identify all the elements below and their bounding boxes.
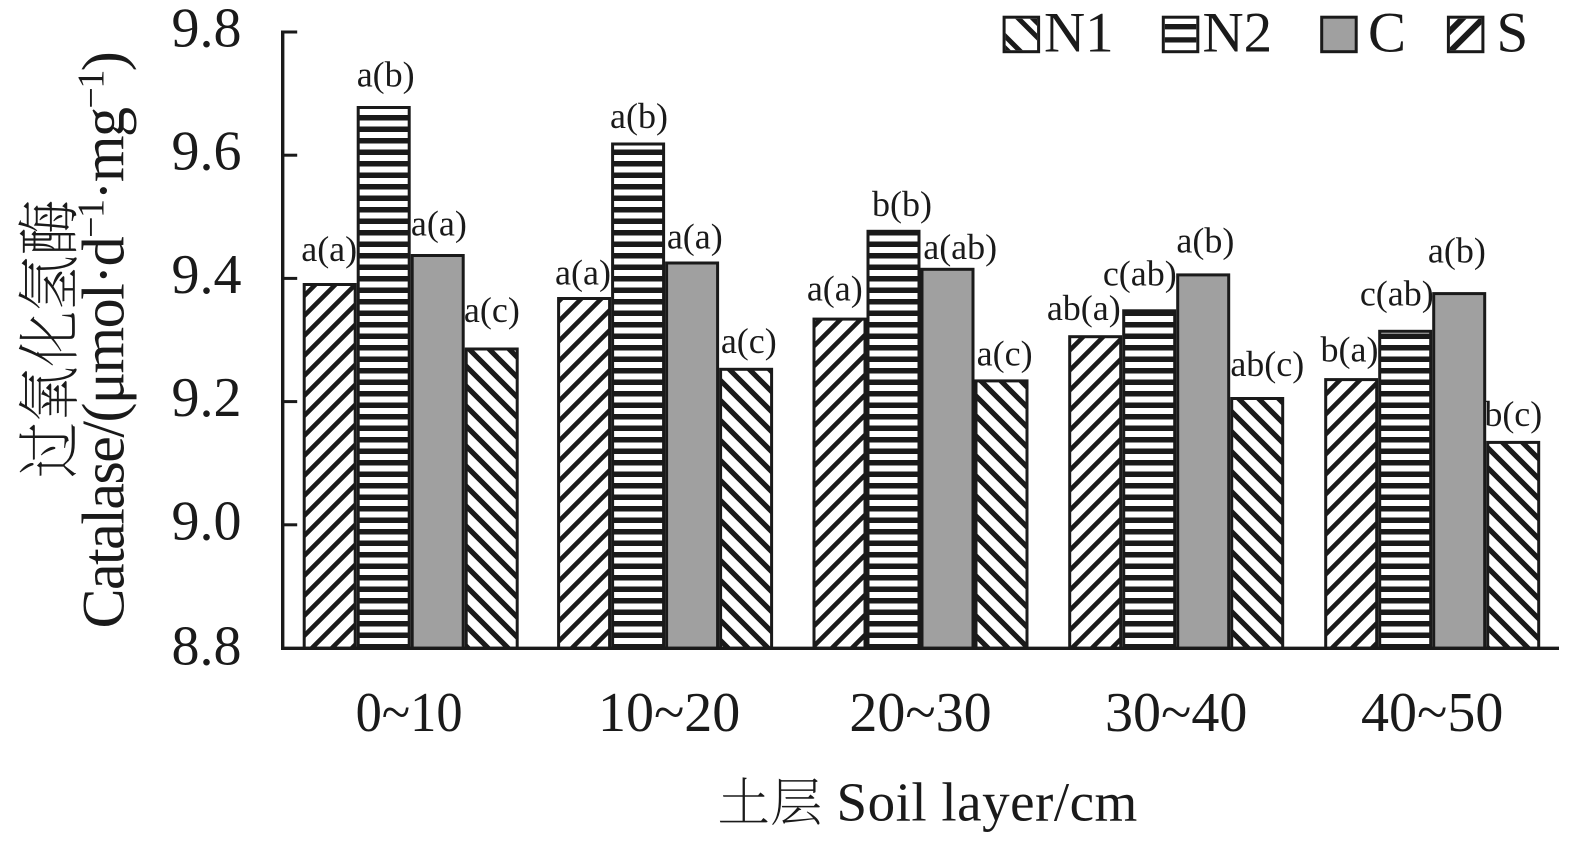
svg-text:8.8: 8.8: [172, 615, 242, 677]
svg-text:c(ab): c(ab): [1103, 254, 1177, 294]
svg-text:Catalase/(μmol·d−1·mg−1): Catalase/(μmol·d−1·mg−1): [70, 53, 136, 629]
svg-text:9.2: 9.2: [172, 367, 242, 429]
svg-text:a(a): a(a): [807, 269, 863, 309]
svg-text:9.4: 9.4: [172, 244, 242, 306]
svg-text:10~20: 10~20: [598, 682, 740, 744]
svg-text:a(ab): a(ab): [923, 227, 997, 267]
svg-text:9.6: 9.6: [172, 121, 242, 183]
svg-text:0~10: 0~10: [356, 682, 463, 744]
svg-text:9.0: 9.0: [172, 490, 242, 552]
svg-text:a(c): a(c): [464, 290, 520, 330]
svg-text:20~30: 20~30: [849, 682, 991, 744]
svg-text:b(a): b(a): [1321, 329, 1379, 369]
svg-text:c(ab): c(ab): [1360, 274, 1434, 314]
svg-text:S: S: [1497, 2, 1529, 65]
svg-text:a(b): a(b): [357, 54, 415, 94]
svg-text:40~50: 40~50: [1361, 682, 1503, 744]
svg-text:30~40: 30~40: [1105, 682, 1247, 744]
svg-text:9.8: 9.8: [172, 0, 242, 60]
svg-text:N1: N1: [1044, 2, 1114, 65]
svg-text:b(b): b(b): [872, 184, 932, 224]
svg-text:C: C: [1368, 2, 1406, 65]
svg-text:a(b): a(b): [1428, 230, 1486, 270]
svg-text:a(a): a(a): [301, 229, 357, 269]
svg-text:a(c): a(c): [977, 334, 1033, 374]
svg-text:Soil layer/cm: Soil layer/cm: [837, 772, 1138, 833]
svg-text:a(a): a(a): [411, 204, 467, 244]
svg-text:N2: N2: [1203, 2, 1273, 65]
svg-text:a(a): a(a): [667, 217, 723, 257]
svg-text:b(c): b(c): [1484, 394, 1542, 434]
svg-text:a(b): a(b): [610, 96, 668, 136]
svg-text:ab(c): ab(c): [1230, 344, 1304, 384]
svg-text:ab(a): ab(a): [1047, 288, 1121, 328]
svg-text:a(c): a(c): [721, 321, 777, 361]
svg-text:a(b): a(b): [1176, 220, 1234, 260]
svg-text:a(a): a(a): [555, 253, 611, 293]
